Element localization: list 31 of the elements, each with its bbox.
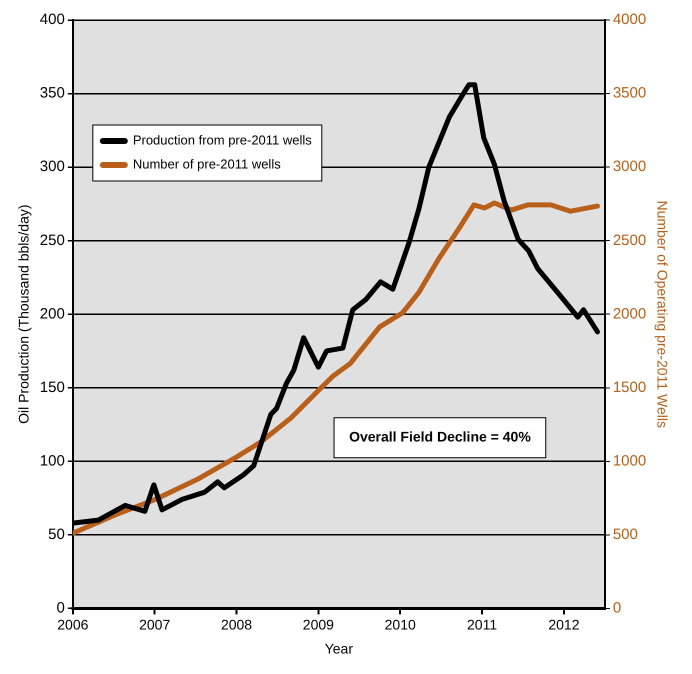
x-tick-label: 2006 xyxy=(57,616,89,633)
y2-tick-label: 3500 xyxy=(612,84,646,102)
y2-tick-label: 2000 xyxy=(612,305,646,322)
x-tick-label: 2008 xyxy=(220,616,252,633)
y-tick-label: 150 xyxy=(40,378,65,396)
y-axis-title: Oil Production (Thousand bbls/day) xyxy=(15,204,32,424)
y2-tick-label: 500 xyxy=(612,526,638,543)
y2-tick-label: 1500 xyxy=(612,378,646,396)
x-tick-label: 2012 xyxy=(548,616,580,633)
y-tick-label: 350 xyxy=(40,84,65,102)
y2-axis-title: Number of Operating pre-2011 Wells xyxy=(654,200,671,428)
x-tick-label: 2009 xyxy=(302,616,334,633)
x-tick-label: 2011 xyxy=(467,616,498,633)
y-tick-label: 200 xyxy=(40,305,65,322)
legend-label: Production from pre-2011 wells xyxy=(132,132,312,148)
y-tick-label: 0 xyxy=(56,600,65,617)
y2-tick-label: 0 xyxy=(612,600,622,617)
y-tick-label: 300 xyxy=(40,158,65,176)
y-tick-label: 400 xyxy=(40,11,65,28)
y2-tick-label: 1000 xyxy=(612,452,646,470)
y2-tick-label: 2500 xyxy=(612,232,646,249)
x-tick-label: 2010 xyxy=(384,616,416,633)
y-tick-label: 250 xyxy=(40,232,65,249)
x-tick-label: 2007 xyxy=(139,616,170,633)
y2-tick-label: 3000 xyxy=(612,158,646,176)
y-tick-label: 50 xyxy=(48,526,65,543)
y-tick-label: 100 xyxy=(40,452,65,470)
legend-label: Number of pre-2011 wells xyxy=(132,156,282,172)
y2-tick-label: 4000 xyxy=(612,11,646,28)
annotation: Overall Field Decline = 40% xyxy=(349,428,532,445)
x-axis-title: Year xyxy=(324,640,354,656)
